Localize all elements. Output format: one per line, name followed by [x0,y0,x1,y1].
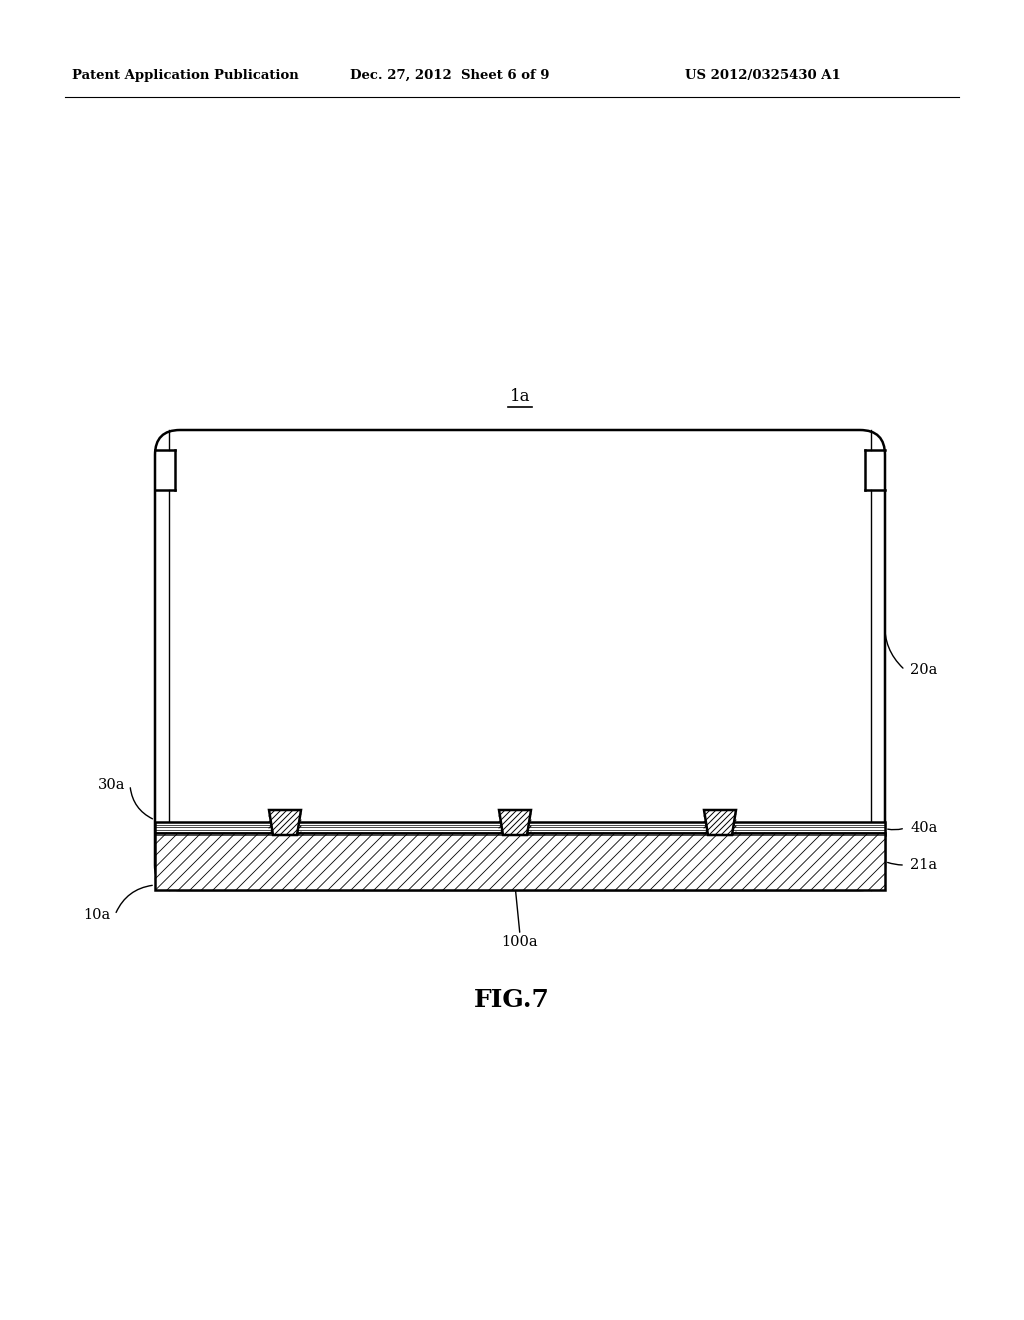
Text: 40a: 40a [910,821,937,836]
Text: 100a: 100a [502,935,539,949]
FancyBboxPatch shape [155,430,885,890]
Bar [155,833,885,890]
Text: FIG.7: FIG.7 [474,987,550,1012]
Text: 20a: 20a [910,663,937,677]
Bar [155,822,885,836]
Text: 1a: 1a [510,388,530,405]
Text: Patent Application Publication: Patent Application Publication [72,69,299,82]
Text: 10a: 10a [83,908,110,921]
Text: 30a: 30a [97,777,125,792]
Text: Dec. 27, 2012  Sheet 6 of 9: Dec. 27, 2012 Sheet 6 of 9 [350,69,550,82]
Polygon shape [269,810,301,836]
Text: 21a: 21a [910,858,937,873]
Polygon shape [705,810,736,836]
Text: US 2012/0325430 A1: US 2012/0325430 A1 [685,69,841,82]
Polygon shape [499,810,531,836]
